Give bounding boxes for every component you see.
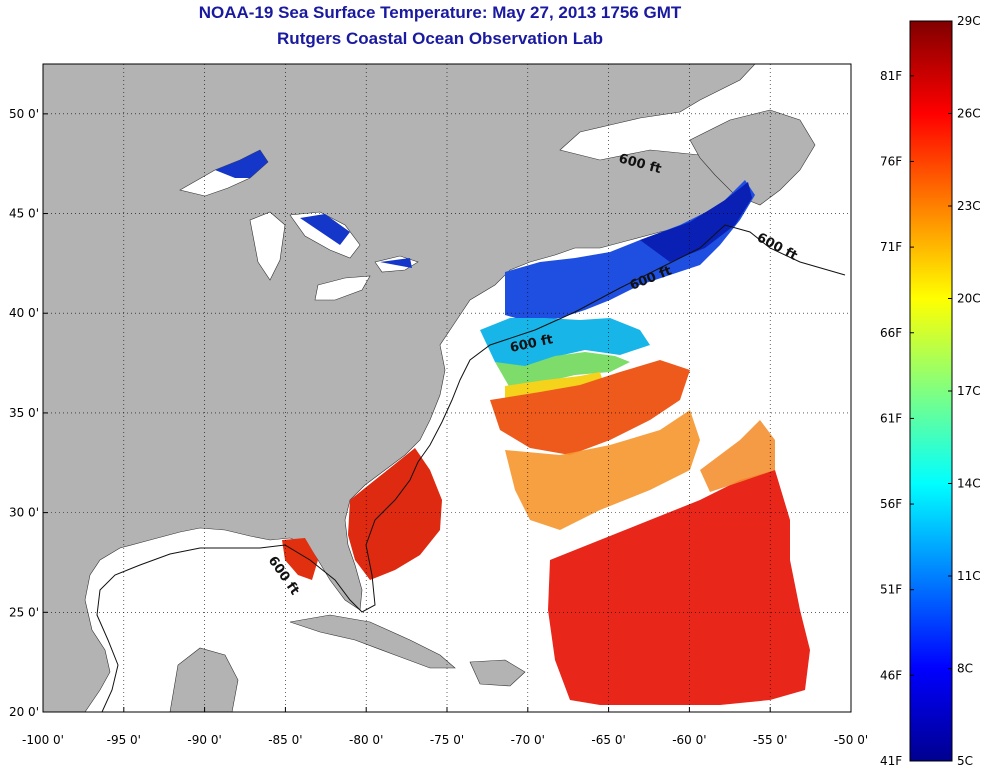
lon-tick-label: -55 0' <box>753 733 787 747</box>
lon-tick-label: -65 0' <box>591 733 625 747</box>
sst-gulf-stream <box>490 360 690 455</box>
lon-tick-label: -70 0' <box>511 733 545 747</box>
sst-orange-east <box>700 420 775 492</box>
land-north-america <box>43 64 756 712</box>
lon-tick-label: -60 0' <box>672 733 706 747</box>
colorbar-f-label: 71F <box>880 240 902 254</box>
depth-contour-600ft <box>96 224 846 712</box>
lat-tick-label: 50 0' <box>9 107 39 121</box>
lon-tick-label: -80 0' <box>349 733 383 747</box>
sst-cyan-shelf <box>480 318 650 368</box>
colorbar-c-label: 5C <box>957 754 973 768</box>
colorbar-f-label: 56F <box>880 497 902 511</box>
axis-ticks: -100 0' -95 0' -90 0' -85 0' -80 0' -75 0' -70… <box>9 107 868 747</box>
land-newfoundland <box>689 109 816 206</box>
lon-tick-label: -50 0' <box>834 733 868 747</box>
colorbar-labels: 29C 26C 23C 20C 17C 14C 11C 8C 5C 81F 76F 71F 66F 61F… <box>880 14 981 768</box>
colorbar-c-label: 14C <box>957 477 981 491</box>
lat-tick-label: 25 0' <box>9 605 39 619</box>
colorbar-f-label: 76F <box>880 154 902 168</box>
sst-deep-blue-region <box>640 182 752 262</box>
colorbar-f-label: 51F <box>880 583 902 597</box>
lat-tick-label: 30 0' <box>9 506 39 520</box>
colorbar-c-label: 11C <box>957 569 981 583</box>
sst-green-slope <box>495 352 630 388</box>
lat-tick-label: 20 0' <box>9 705 39 719</box>
lon-tick-label: -90 0' <box>187 733 221 747</box>
map-subtitle: Rutgers Coastal Ocean Observation Lab <box>277 29 603 48</box>
colorbar-c-label: 29C <box>957 14 981 28</box>
lat-tick-label: 40 0' <box>9 306 39 320</box>
sst-cold-region <box>505 180 755 322</box>
lon-tick-label: -75 0' <box>430 733 464 747</box>
lon-tick-label: -100 0' <box>22 733 64 747</box>
sst-southeast-coast <box>348 448 442 580</box>
colorbar-f-label: 61F <box>880 411 902 425</box>
colorbar-f-label: 41F <box>880 754 902 768</box>
colorbar-c-label: 23C <box>957 199 981 213</box>
colorbar-f-label: 81F <box>880 69 902 83</box>
land-hispaniola <box>469 659 526 687</box>
lon-tick-label: -95 0' <box>107 733 141 747</box>
lat-tick-label: 35 0' <box>9 406 39 420</box>
colorbar-c-label: 26C <box>957 107 981 121</box>
colorbar-f-label: 66F <box>880 326 902 340</box>
map-title: NOAA-19 Sea Surface Temperature: May 27,… <box>198 3 682 22</box>
grid-lines <box>43 64 851 712</box>
colorbar-c-label: 8C <box>957 662 973 676</box>
sst-sargasso <box>548 470 810 705</box>
colorbar-c-label: 17C <box>957 384 981 398</box>
colorbar-c-label: 20C <box>957 292 981 306</box>
land-cuba <box>289 614 456 669</box>
land-yucatan <box>169 647 239 712</box>
map-content <box>43 64 851 712</box>
colorbar-f-label: 46F <box>880 668 902 682</box>
colorbar <box>909 20 953 762</box>
sst-orange-offshore <box>505 410 700 530</box>
lat-tick-label: 45 0' <box>9 207 39 221</box>
lon-tick-label: -85 0' <box>268 733 302 747</box>
